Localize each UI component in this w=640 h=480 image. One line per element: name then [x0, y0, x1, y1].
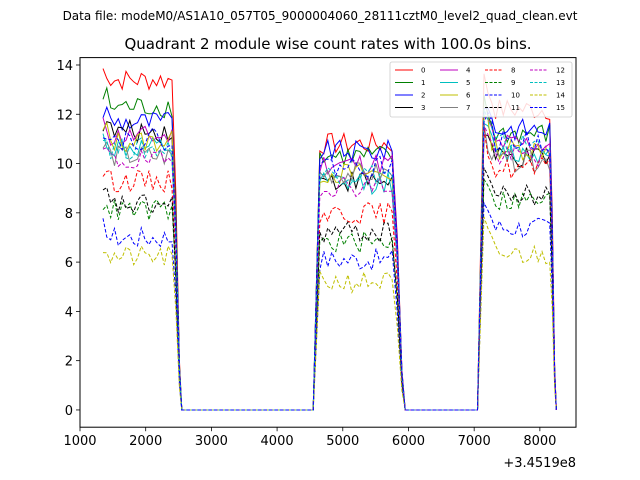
x-tick-label: 1000	[63, 434, 96, 449]
chart-suptitle: Data file: modeM0/AS1A10_057T05_90000040…	[63, 9, 578, 23]
y-tick-label: 4	[65, 305, 73, 320]
legend-label-13: 13	[556, 79, 565, 87]
x-tick-label: 3000	[195, 434, 228, 449]
x-tick-label: 5000	[326, 434, 359, 449]
legend-label-10: 10	[511, 92, 520, 100]
legend-label-12: 12	[556, 67, 565, 75]
y-tick-label: 12	[56, 108, 73, 123]
legend-label-3: 3	[421, 104, 425, 112]
series-line-7	[102, 124, 557, 411]
x-tick-label: 2000	[129, 434, 162, 449]
legend-label-5: 5	[466, 79, 470, 87]
axes-layer: 1000 2000 3000 4000 5000 6000 7000 800002468101…	[56, 59, 556, 449]
series-line-14	[102, 216, 557, 411]
legend-label-14: 14	[556, 92, 565, 100]
series-line-1	[102, 85, 557, 411]
x-offset-label: +3.4519e8	[503, 456, 576, 471]
series-layer	[102, 68, 557, 411]
legend-label-1: 1	[421, 79, 425, 87]
x-tick-label: 7000	[458, 434, 491, 449]
series-line-15	[102, 111, 557, 411]
y-tick-label: 0	[65, 404, 73, 419]
legend-label-6: 6	[466, 92, 471, 100]
series-line-9	[102, 177, 557, 411]
y-tick-label: 10	[56, 158, 73, 173]
y-tick-label: 8	[65, 207, 73, 222]
legend-box	[389, 61, 573, 118]
series-line-6	[102, 114, 557, 411]
legend-label-11: 11	[511, 104, 520, 112]
x-tick-label: 6000	[392, 434, 425, 449]
plot-frame	[79, 57, 577, 428]
legend-label-8: 8	[511, 67, 515, 75]
legend-label-7: 7	[466, 104, 470, 112]
chart-title: Quadrant 2 module wise count rates with …	[124, 35, 531, 53]
series-line-2	[102, 105, 557, 411]
y-tick-label: 2	[65, 355, 73, 370]
y-tick-label: 14	[56, 59, 73, 74]
legend-label-15: 15	[556, 104, 565, 112]
series-line-13	[102, 109, 557, 411]
x-tick-label: 8000	[523, 434, 556, 449]
legend-label-4: 4	[466, 67, 471, 75]
series-line-11	[102, 167, 557, 411]
x-tick-label: 4000	[261, 434, 294, 449]
legend-label-9: 9	[511, 79, 515, 87]
legend-label-0: 0	[421, 67, 425, 75]
series-line-8	[102, 128, 557, 411]
y-tick-label: 6	[65, 256, 73, 271]
series-line-5	[102, 122, 557, 411]
legend-label-2: 2	[421, 92, 425, 100]
series-line-3	[102, 118, 557, 411]
series-line-10	[102, 201, 557, 411]
series-line-12	[102, 124, 557, 411]
series-line-4	[102, 116, 557, 411]
